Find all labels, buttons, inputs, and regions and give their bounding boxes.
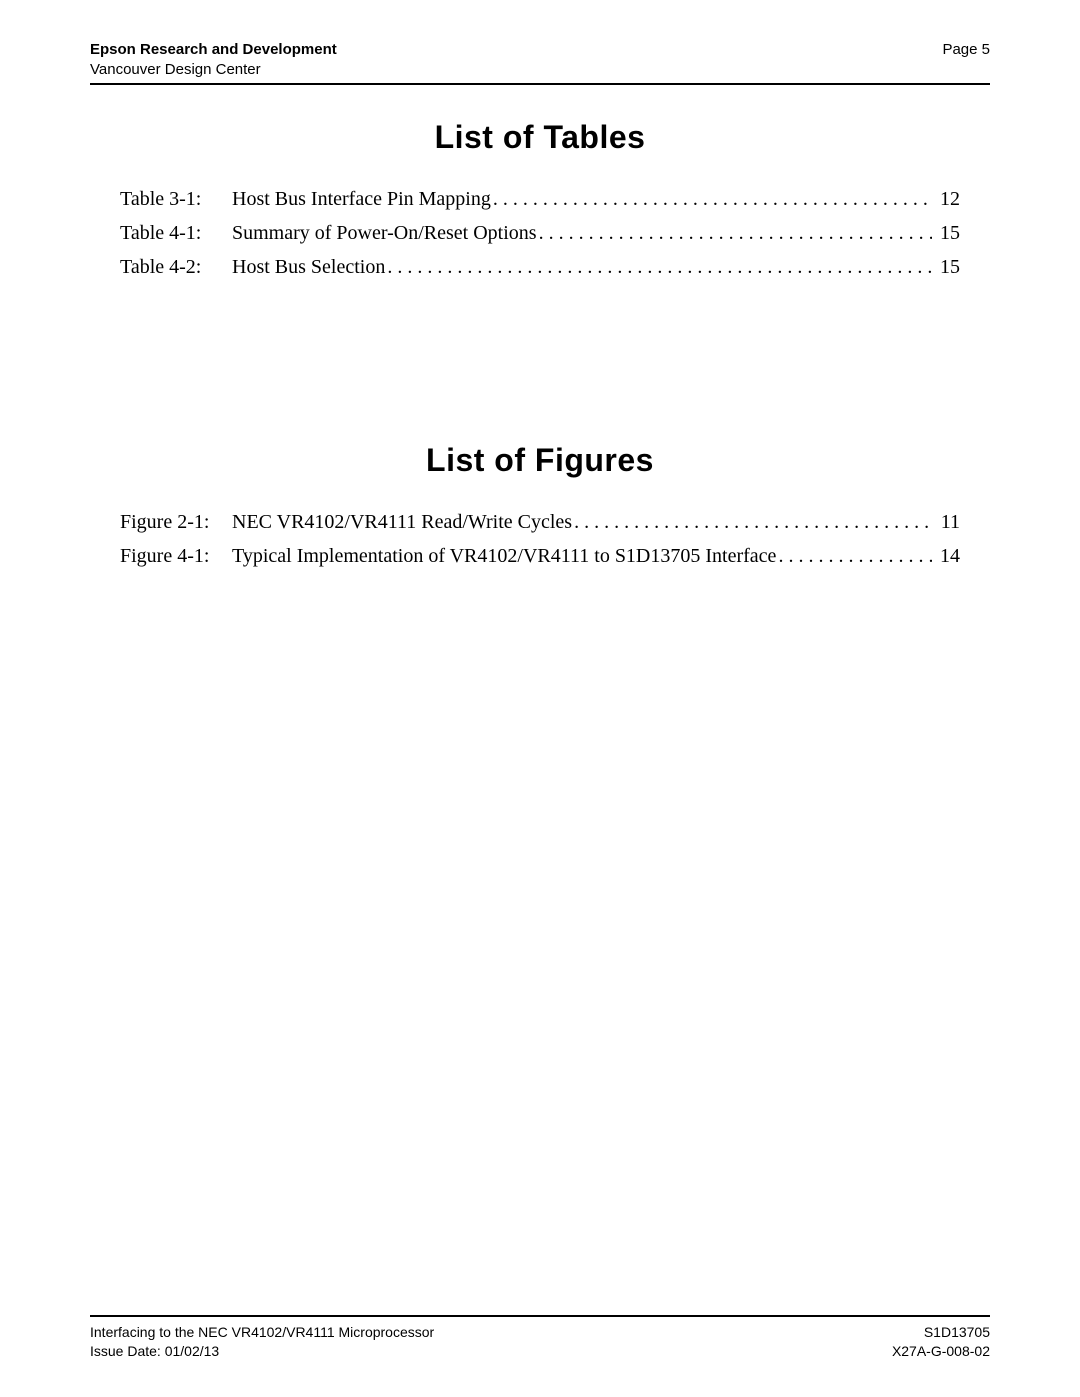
toc-leader-dots [572, 507, 932, 537]
toc-entry-page: 11 [932, 507, 960, 537]
list-of-figures-heading: List of Figures [90, 442, 990, 479]
footer-rule [90, 1315, 990, 1317]
toc-entry-title: Host Bus Interface Pin Mapping [232, 184, 491, 214]
footer-left: Interfacing to the NEC VR4102/VR4111 Mic… [90, 1323, 434, 1361]
footer-doc-rev: X27A-G-008-02 [892, 1342, 990, 1361]
document-page: Epson Research and Development Vancouver… [0, 0, 1080, 1397]
toc-entry: Table 4-2: Host Bus Selection 15 [120, 252, 960, 282]
toc-entry-label: Figure 2-1: [120, 507, 232, 537]
toc-entry-page: 14 [932, 541, 960, 571]
toc-entry-title: Summary of Power-On/Reset Options [232, 218, 537, 248]
list-of-tables-heading: List of Tables [90, 119, 990, 156]
list-of-figures: Figure 2-1: NEC VR4102/VR4111 Read/Write… [120, 507, 960, 571]
footer-right: S1D13705 X27A-G-008-02 [892, 1323, 990, 1361]
toc-leader-dots [537, 218, 932, 248]
footer-doc-title: Interfacing to the NEC VR4102/VR4111 Mic… [90, 1323, 434, 1342]
toc-entry-title: Host Bus Selection [232, 252, 385, 282]
footer-doc-id: S1D13705 [892, 1323, 990, 1342]
page-number: Page 5 [942, 40, 990, 60]
toc-leader-dots [776, 541, 932, 571]
toc-entry-page: 12 [932, 184, 960, 214]
header-org-name: Epson Research and Development [90, 40, 337, 60]
toc-leader-dots [385, 252, 932, 282]
toc-entry: Table 3-1: Host Bus Interface Pin Mappin… [120, 184, 960, 214]
toc-entry-label: Table 4-1: [120, 218, 232, 248]
page-footer: Interfacing to the NEC VR4102/VR4111 Mic… [90, 1323, 990, 1361]
toc-entry-page: 15 [932, 252, 960, 282]
toc-entry: Table 4-1: Summary of Power-On/Reset Opt… [120, 218, 960, 248]
list-of-tables: Table 3-1: Host Bus Interface Pin Mappin… [120, 184, 960, 282]
header-rule [90, 83, 990, 85]
page-header: Epson Research and Development Vancouver… [90, 40, 990, 79]
footer-issue-date: Issue Date: 01/02/13 [90, 1342, 434, 1361]
toc-entry-label: Table 3-1: [120, 184, 232, 214]
toc-entry-page: 15 [932, 218, 960, 248]
header-left: Epson Research and Development Vancouver… [90, 40, 337, 79]
toc-entry-title: Typical Implementation of VR4102/VR4111 … [232, 541, 776, 571]
toc-entry-label: Table 4-2: [120, 252, 232, 282]
toc-leader-dots [491, 184, 932, 214]
toc-entry-title: NEC VR4102/VR4111 Read/Write Cycles [232, 507, 572, 537]
toc-entry: Figure 2-1: NEC VR4102/VR4111 Read/Write… [120, 507, 960, 537]
toc-entry: Figure 4-1: Typical Implementation of VR… [120, 541, 960, 571]
header-right: Page 5 [942, 40, 990, 60]
header-org-subunit: Vancouver Design Center [90, 60, 337, 80]
toc-entry-label: Figure 4-1: [120, 541, 232, 571]
